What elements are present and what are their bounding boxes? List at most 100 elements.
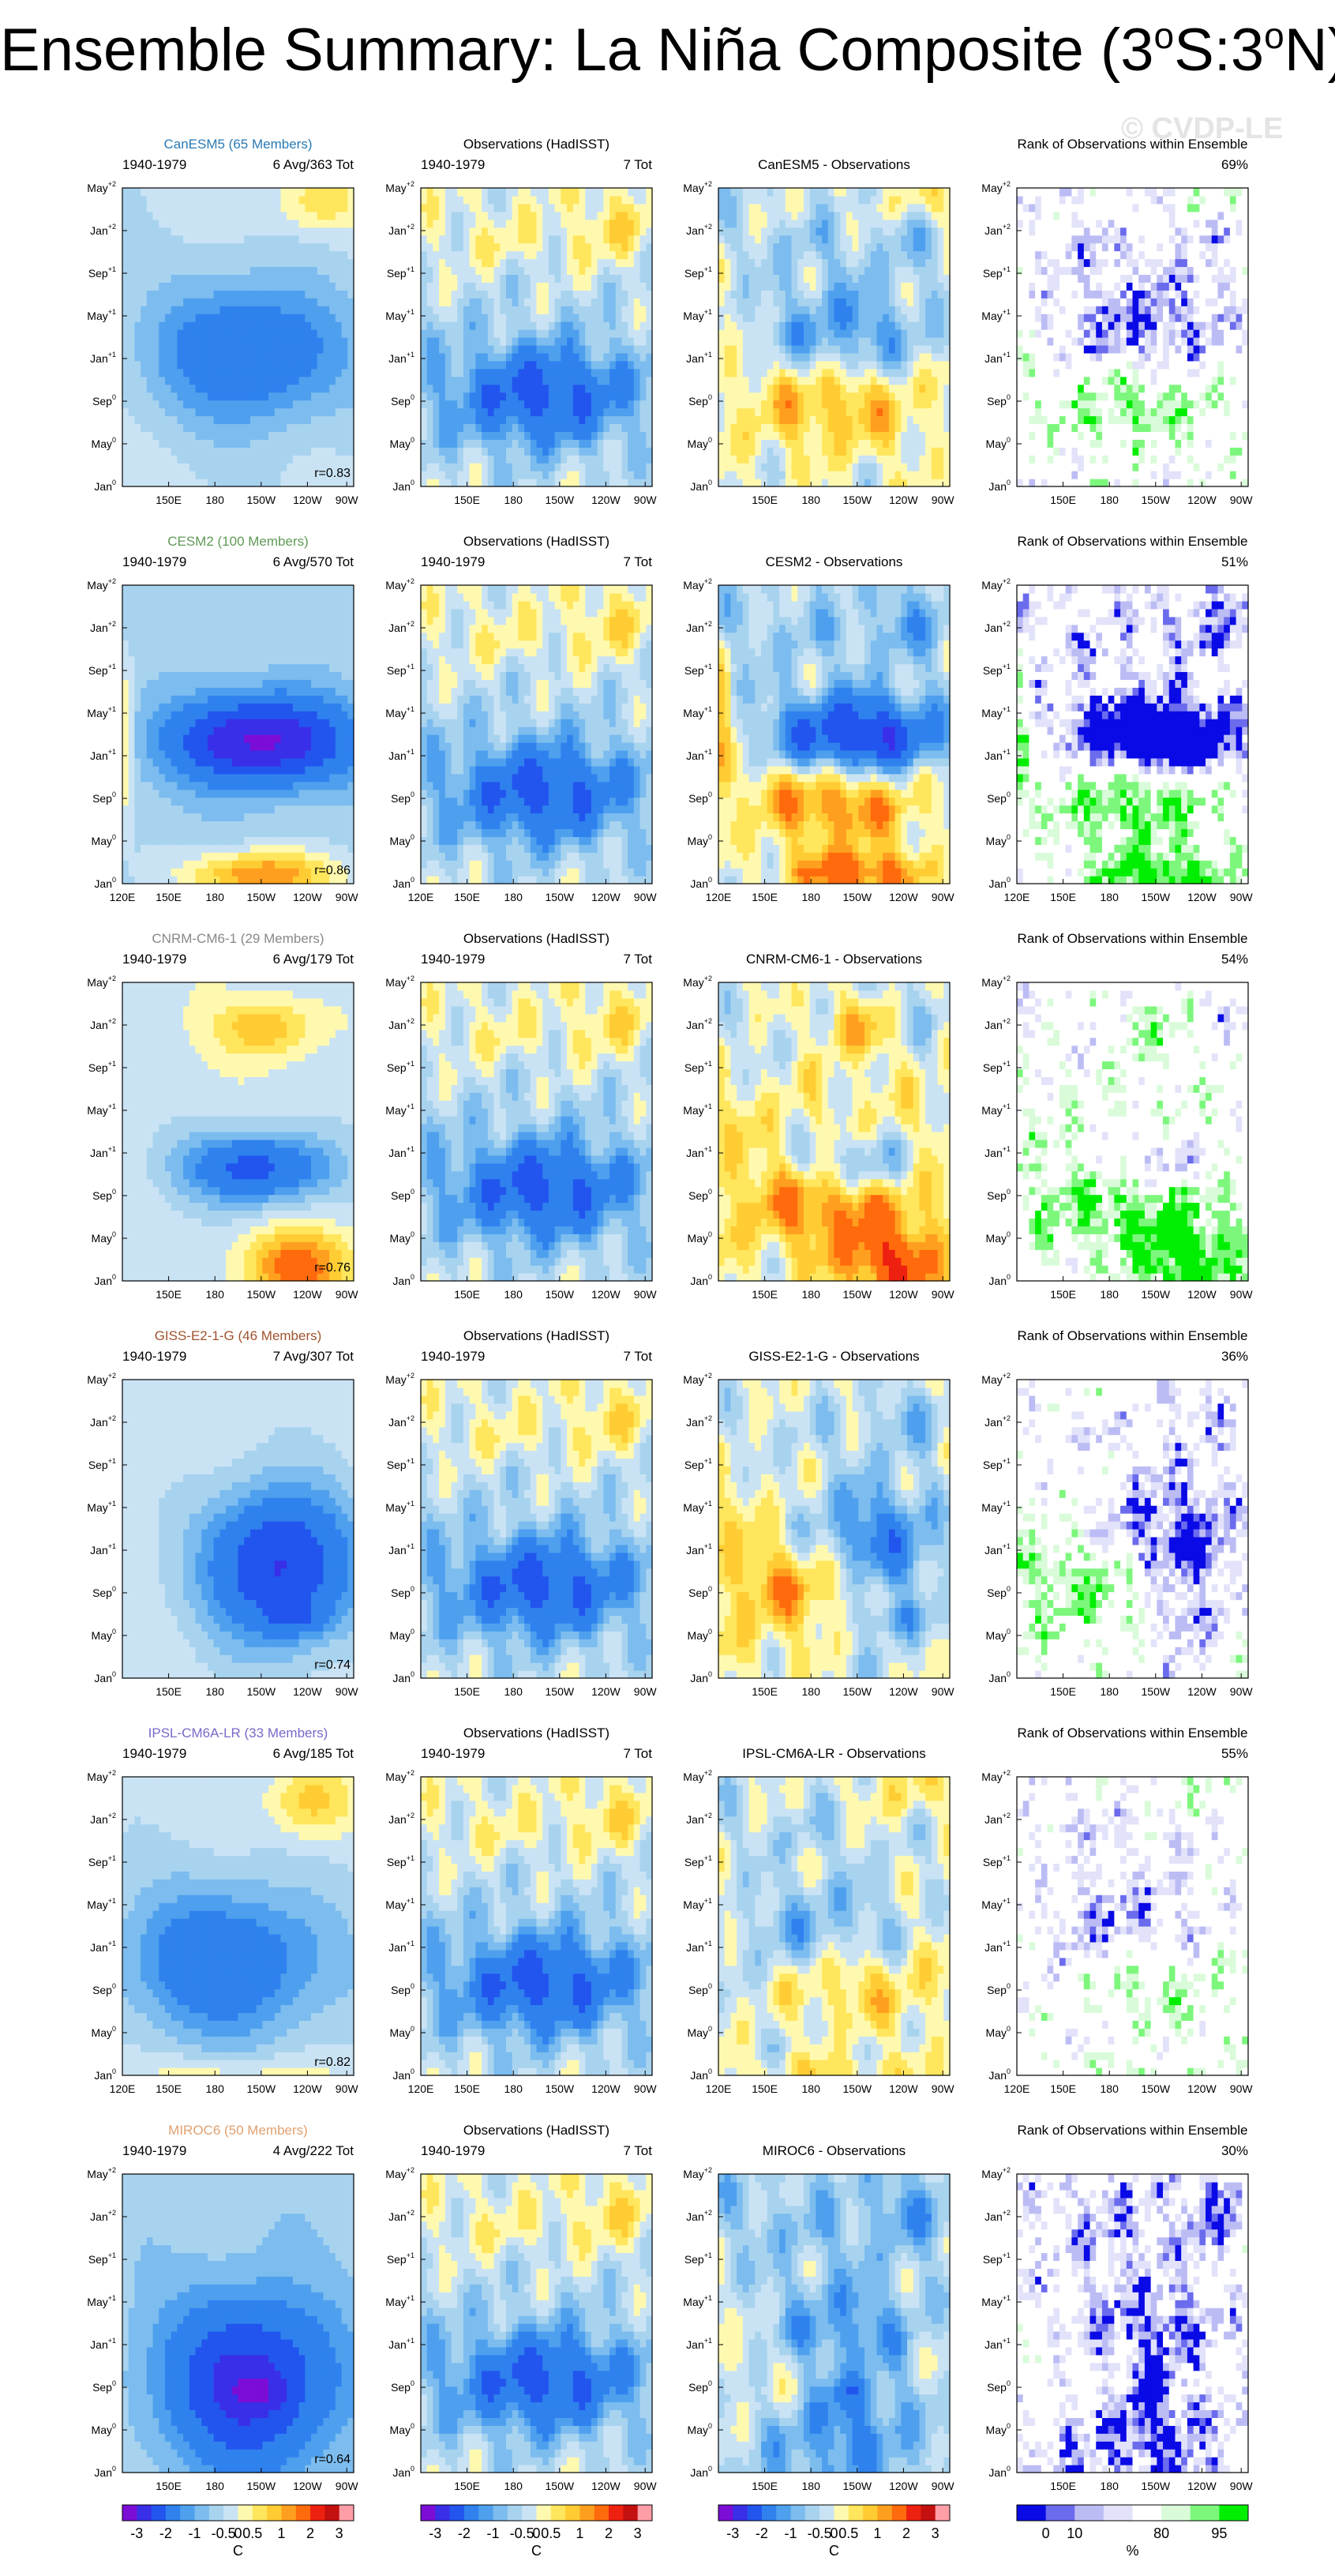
- heatmap-cell: [208, 479, 214, 487]
- heatmap-cell: [214, 392, 220, 401]
- heatmap-cell: [475, 188, 482, 197]
- heatmap-cell: [621, 353, 628, 362]
- heatmap-cell: [165, 392, 171, 401]
- heatmap-cell: [122, 314, 129, 322]
- heatmap-cell: [542, 298, 549, 306]
- heatmap-cell: [609, 392, 616, 401]
- heatmap-cell: [196, 431, 202, 440]
- heatmap-cell: [129, 447, 135, 456]
- heatmap-cell: [122, 463, 129, 471]
- heatmap-cell: [141, 274, 147, 283]
- heatmap-cell: [561, 423, 567, 432]
- heatmap-cell: [232, 204, 238, 212]
- heatmap-cell: [743, 408, 749, 417]
- heatmap-cell: [555, 369, 561, 377]
- heatmap-cell: [262, 282, 268, 291]
- heatmap-cell: [932, 369, 938, 377]
- heatmap-cell: [232, 235, 238, 244]
- heatmap-cell: [561, 377, 567, 385]
- heatmap-cell: [323, 306, 329, 314]
- heatmap-cell: [232, 392, 238, 401]
- heatmap-cell: [280, 447, 287, 456]
- heatmap-cell: [591, 251, 598, 260]
- heatmap-cell: [421, 204, 427, 212]
- heatmap-cell: [244, 251, 250, 260]
- heatmap-cell: [214, 463, 220, 471]
- heatmap-cell: [257, 415, 263, 424]
- heatmap-cell: [755, 321, 761, 330]
- heatmap-cell: [725, 385, 731, 393]
- sst-heatmap: [421, 188, 653, 487]
- heatmap-cell: [463, 314, 470, 322]
- heatmap-cell: [427, 385, 433, 393]
- heatmap-cell: [214, 220, 220, 228]
- heatmap-cell: [792, 361, 798, 370]
- heatmap-cell: [749, 314, 756, 322]
- heatmap-cell: [621, 290, 628, 299]
- heatmap-cell: [840, 361, 846, 370]
- heatmap-cell: [219, 345, 226, 354]
- heatmap-cell: [439, 463, 445, 471]
- heatmap-cell: [208, 353, 214, 362]
- heatmap-cell: [828, 439, 834, 448]
- heatmap-cell: [445, 220, 452, 228]
- heatmap-cell: [609, 361, 616, 370]
- heatmap-cell: [646, 266, 652, 275]
- heatmap-cell: [159, 321, 165, 330]
- heatmap-cell: [488, 204, 494, 212]
- heatmap-cell: [165, 329, 171, 338]
- heatmap-cell: [268, 314, 275, 322]
- heatmap-cell: [518, 400, 524, 409]
- heatmap-cell: [567, 471, 573, 479]
- heatmap-cell: [475, 408, 482, 417]
- heatmap-cell: [616, 392, 622, 401]
- heatmap-cell: [531, 212, 537, 220]
- heatmap-cell: [767, 479, 774, 487]
- heatmap-cell: [280, 204, 287, 212]
- heatmap-cell: [864, 329, 871, 338]
- heatmap-cell: [591, 479, 598, 487]
- heatmap-cell: [907, 400, 913, 409]
- heatmap-cell: [219, 227, 226, 236]
- heatmap-cell: [262, 361, 268, 370]
- heatmap-cell: [427, 212, 433, 220]
- heatmap-cell: [232, 353, 238, 362]
- heatmap-cell: [834, 345, 841, 354]
- heatmap-cell: [913, 447, 920, 456]
- heatmap-cell: [280, 369, 287, 377]
- heatmap-cell: [165, 439, 171, 448]
- heatmap-cell: [189, 329, 196, 338]
- heatmap-cell: [531, 361, 537, 370]
- heatmap-cell: [549, 220, 555, 228]
- heatmap-cell: [737, 400, 743, 409]
- heatmap-cell: [718, 479, 725, 487]
- heatmap-cell: [299, 259, 306, 268]
- heatmap-cell: [257, 259, 263, 268]
- heatmap-cell: [591, 392, 598, 401]
- heatmap-cell: [537, 353, 543, 362]
- heatmap-cell: [463, 188, 470, 197]
- heatmap-cell: [542, 415, 549, 424]
- heatmap-cell: [280, 259, 287, 268]
- heatmap-cell: [250, 212, 257, 220]
- heatmap-cell: [518, 290, 524, 299]
- heatmap-cell: [876, 369, 883, 377]
- heatmap-cell: [238, 188, 245, 197]
- heatmap-cell: [797, 337, 804, 346]
- heatmap-cell: [293, 447, 299, 456]
- heatmap-cell: [725, 431, 731, 440]
- heatmap-cell: [634, 243, 640, 252]
- heatmap-cell: [725, 423, 731, 432]
- heatmap-cell: [470, 196, 476, 205]
- heatmap-cell: [244, 408, 250, 417]
- heatmap-cell: [336, 321, 342, 330]
- heatmap-cell: [268, 369, 275, 377]
- heatmap-cell: [311, 408, 317, 417]
- heatmap-cell: [725, 314, 731, 322]
- heatmap-cell: [901, 439, 907, 448]
- heatmap-cell: [457, 243, 463, 252]
- heatmap-cell: [634, 212, 640, 220]
- heatmap-cell: [609, 243, 616, 252]
- heatmap-cell: [171, 345, 178, 354]
- heatmap-cell: [214, 439, 220, 448]
